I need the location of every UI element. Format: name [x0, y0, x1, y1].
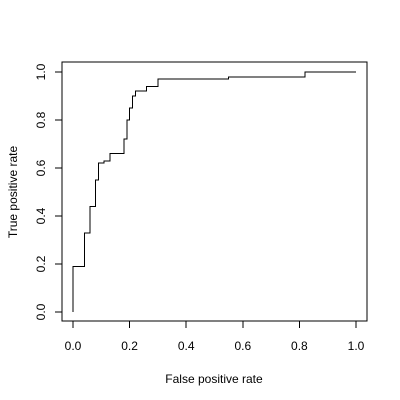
x-tick-label: 1.0: [348, 339, 365, 353]
x-tick-label: 0.4: [178, 339, 195, 353]
y-axis: 0.0 0.2 0.4 0.6 0.8 1.0: [34, 63, 63, 320]
x-tick-label: 0.8: [291, 339, 308, 353]
y-tick-label: 0.6: [34, 159, 48, 176]
x-axis-label: False positive rate: [165, 372, 263, 386]
plot-frame: [61, 61, 368, 322]
x-axis: 0.0 0.2 0.4 0.6 0.8 1.0: [65, 320, 365, 353]
x-tick-label: 0.6: [234, 339, 251, 353]
plot-area: [72, 71, 356, 312]
y-tick-label: 0.0: [34, 303, 48, 320]
y-tick-label: 0.2: [34, 255, 48, 272]
y-axis-label: True positive rate: [6, 146, 20, 239]
y-tick-label: 0.8: [34, 111, 48, 128]
x-tick-label: 0.0: [65, 339, 82, 353]
y-tick-label: 0.4: [34, 207, 48, 224]
x-tick-label: 0.2: [121, 339, 138, 353]
roc-curve-line: [72, 71, 356, 312]
y-tick-label: 1.0: [34, 63, 48, 80]
